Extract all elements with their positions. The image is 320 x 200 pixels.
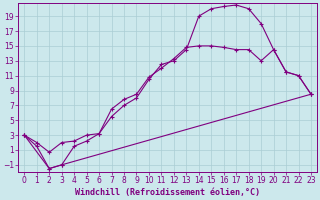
X-axis label: Windchill (Refroidissement éolien,°C): Windchill (Refroidissement éolien,°C) [75,188,260,197]
